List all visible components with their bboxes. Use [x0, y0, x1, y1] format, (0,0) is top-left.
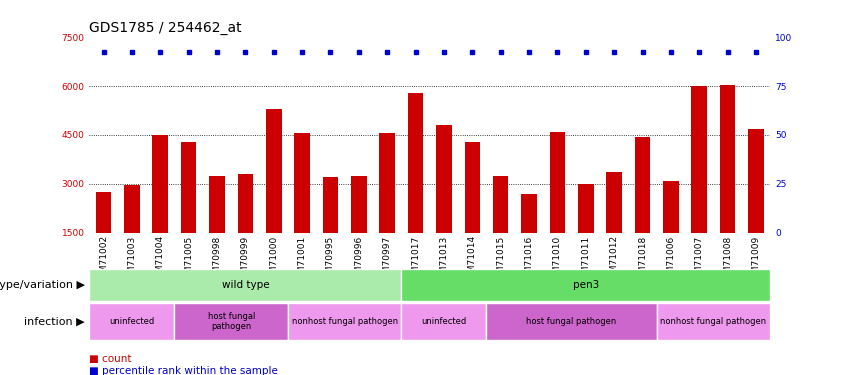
Bar — [663, 180, 679, 232]
Text: wild type: wild type — [221, 280, 269, 290]
Bar — [294, 134, 310, 232]
Bar — [209, 176, 225, 232]
Bar — [408, 93, 423, 232]
Bar — [402, 269, 770, 301]
Bar — [402, 303, 487, 340]
Bar — [606, 172, 622, 232]
Bar — [124, 185, 140, 232]
Bar — [351, 176, 367, 232]
Bar — [180, 141, 197, 232]
Text: ■ count: ■ count — [89, 354, 132, 364]
Bar — [436, 125, 452, 232]
Bar — [487, 303, 657, 340]
Text: nonhost fungal pathogen: nonhost fungal pathogen — [292, 317, 397, 326]
Bar — [748, 129, 763, 232]
Bar — [550, 132, 565, 232]
Bar — [720, 85, 735, 232]
Bar — [95, 192, 111, 232]
Bar — [89, 269, 402, 301]
Bar — [521, 194, 537, 232]
Text: uninfected: uninfected — [109, 317, 155, 326]
Bar — [657, 303, 770, 340]
Text: GDS1785 / 254462_at: GDS1785 / 254462_at — [89, 21, 242, 35]
Bar — [578, 184, 594, 232]
Bar — [465, 141, 480, 232]
Bar — [174, 303, 288, 340]
Bar — [237, 174, 253, 232]
Text: pen3: pen3 — [573, 280, 599, 290]
Bar — [691, 86, 707, 232]
Bar — [323, 177, 338, 232]
Text: genotype/variation ▶: genotype/variation ▶ — [0, 280, 85, 290]
Bar — [152, 135, 168, 232]
Bar — [635, 136, 650, 232]
Bar — [493, 176, 508, 232]
Text: host fungal pathogen: host fungal pathogen — [527, 317, 617, 326]
Bar — [266, 109, 282, 232]
Bar — [89, 303, 174, 340]
Text: uninfected: uninfected — [421, 317, 466, 326]
Bar — [288, 303, 402, 340]
Text: nonhost fungal pathogen: nonhost fungal pathogen — [660, 317, 767, 326]
Text: ■ percentile rank within the sample: ■ percentile rank within the sample — [89, 366, 278, 375]
Text: host fungal
pathogen: host fungal pathogen — [208, 312, 255, 331]
Text: infection ▶: infection ▶ — [25, 316, 85, 327]
Bar — [380, 134, 395, 232]
